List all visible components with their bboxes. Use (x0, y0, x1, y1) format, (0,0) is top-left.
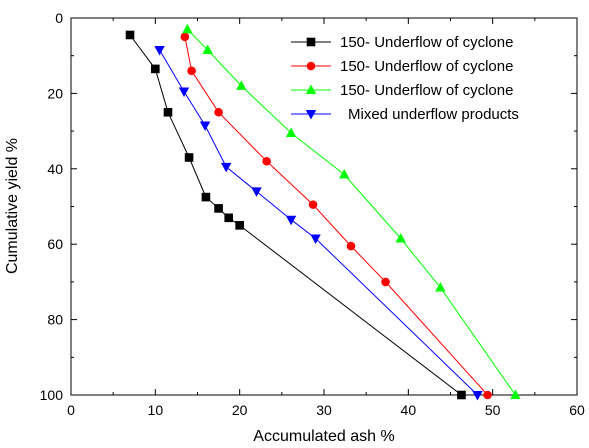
data-point-series-4 (199, 121, 211, 131)
data-point-series-2 (483, 390, 492, 400)
legend-label-3: 150- Underflow of cyclone (340, 82, 513, 99)
data-point-series-4 (251, 187, 262, 197)
x-tick-label: 30 (316, 402, 332, 418)
data-point-series-2 (381, 277, 390, 287)
data-point-series-3 (395, 233, 406, 243)
y-axis-title: Cumulative yield % (4, 138, 21, 274)
data-point-series-2 (346, 241, 356, 251)
data-point-series-2 (187, 66, 196, 76)
data-point-series-4 (310, 234, 321, 245)
data-point-series-3 (182, 23, 193, 34)
x-tick-label: 20 (232, 402, 248, 418)
data-point-series-4 (178, 87, 190, 98)
legend-marker-3 (305, 84, 317, 94)
data-point-series-2 (262, 156, 271, 166)
data-point-series-3 (435, 282, 446, 292)
series-line-3 (187, 28, 516, 396)
data-point-series-2 (308, 200, 318, 209)
legend-marker-2 (306, 61, 316, 71)
legend-label-1: 150- Underflow of cyclone (340, 34, 513, 51)
series-markers (125, 23, 521, 401)
x-tick-label: 0 (67, 402, 75, 418)
data-point-series-4 (285, 215, 297, 226)
axis-ticks: 0 10 20 30 40 50 60 0 20 40 60 80 100 (40, 10, 585, 418)
legend-label-2: 150- Underflow of cyclone (340, 58, 513, 75)
data-point-series-4 (472, 391, 483, 401)
y-tick-label: 80 (47, 312, 63, 328)
series-line-4 (159, 49, 478, 396)
x-tick-label: 60 (569, 402, 585, 418)
legend-marker-1 (306, 37, 316, 47)
data-point-series-1 (235, 221, 244, 230)
data-point-series-3 (236, 80, 247, 90)
data-point-series-3 (202, 44, 213, 55)
legend-marker-4 (305, 110, 317, 120)
y-tick-label: 60 (47, 236, 63, 252)
data-point-series-3 (339, 168, 350, 179)
legend: 150- Underflow of cyclone 150- Underflow … (291, 34, 519, 123)
data-point-series-3 (510, 389, 521, 399)
data-point-series-2 (214, 107, 223, 117)
data-point-series-2 (180, 32, 190, 42)
y-tick-label: 40 (47, 161, 63, 177)
data-point-series-1 (163, 107, 173, 117)
data-point-series-1 (457, 390, 466, 400)
data-point-series-1 (125, 30, 135, 40)
x-tick-label: 50 (485, 402, 501, 418)
data-point-series-4 (154, 46, 165, 56)
data-point-series-3 (285, 127, 297, 137)
data-point-series-1 (224, 213, 234, 223)
data-point-series-4 (220, 162, 232, 173)
data-point-series-1 (151, 64, 160, 74)
y-tick-label: 0 (55, 10, 63, 26)
data-point-series-1 (201, 192, 211, 202)
x-tick-label: 40 (401, 402, 417, 418)
y-tick-label: 20 (47, 85, 63, 101)
legend-label-4: Mixed underflow products (348, 106, 519, 123)
x-axis-title: Accumulated ash % (253, 428, 394, 445)
series-line-2 (184, 36, 488, 396)
x-tick-label: 10 (148, 402, 164, 418)
data-point-series-1 (214, 204, 223, 213)
data-point-series-1 (184, 153, 194, 162)
y-tick-label: 100 (40, 387, 64, 403)
